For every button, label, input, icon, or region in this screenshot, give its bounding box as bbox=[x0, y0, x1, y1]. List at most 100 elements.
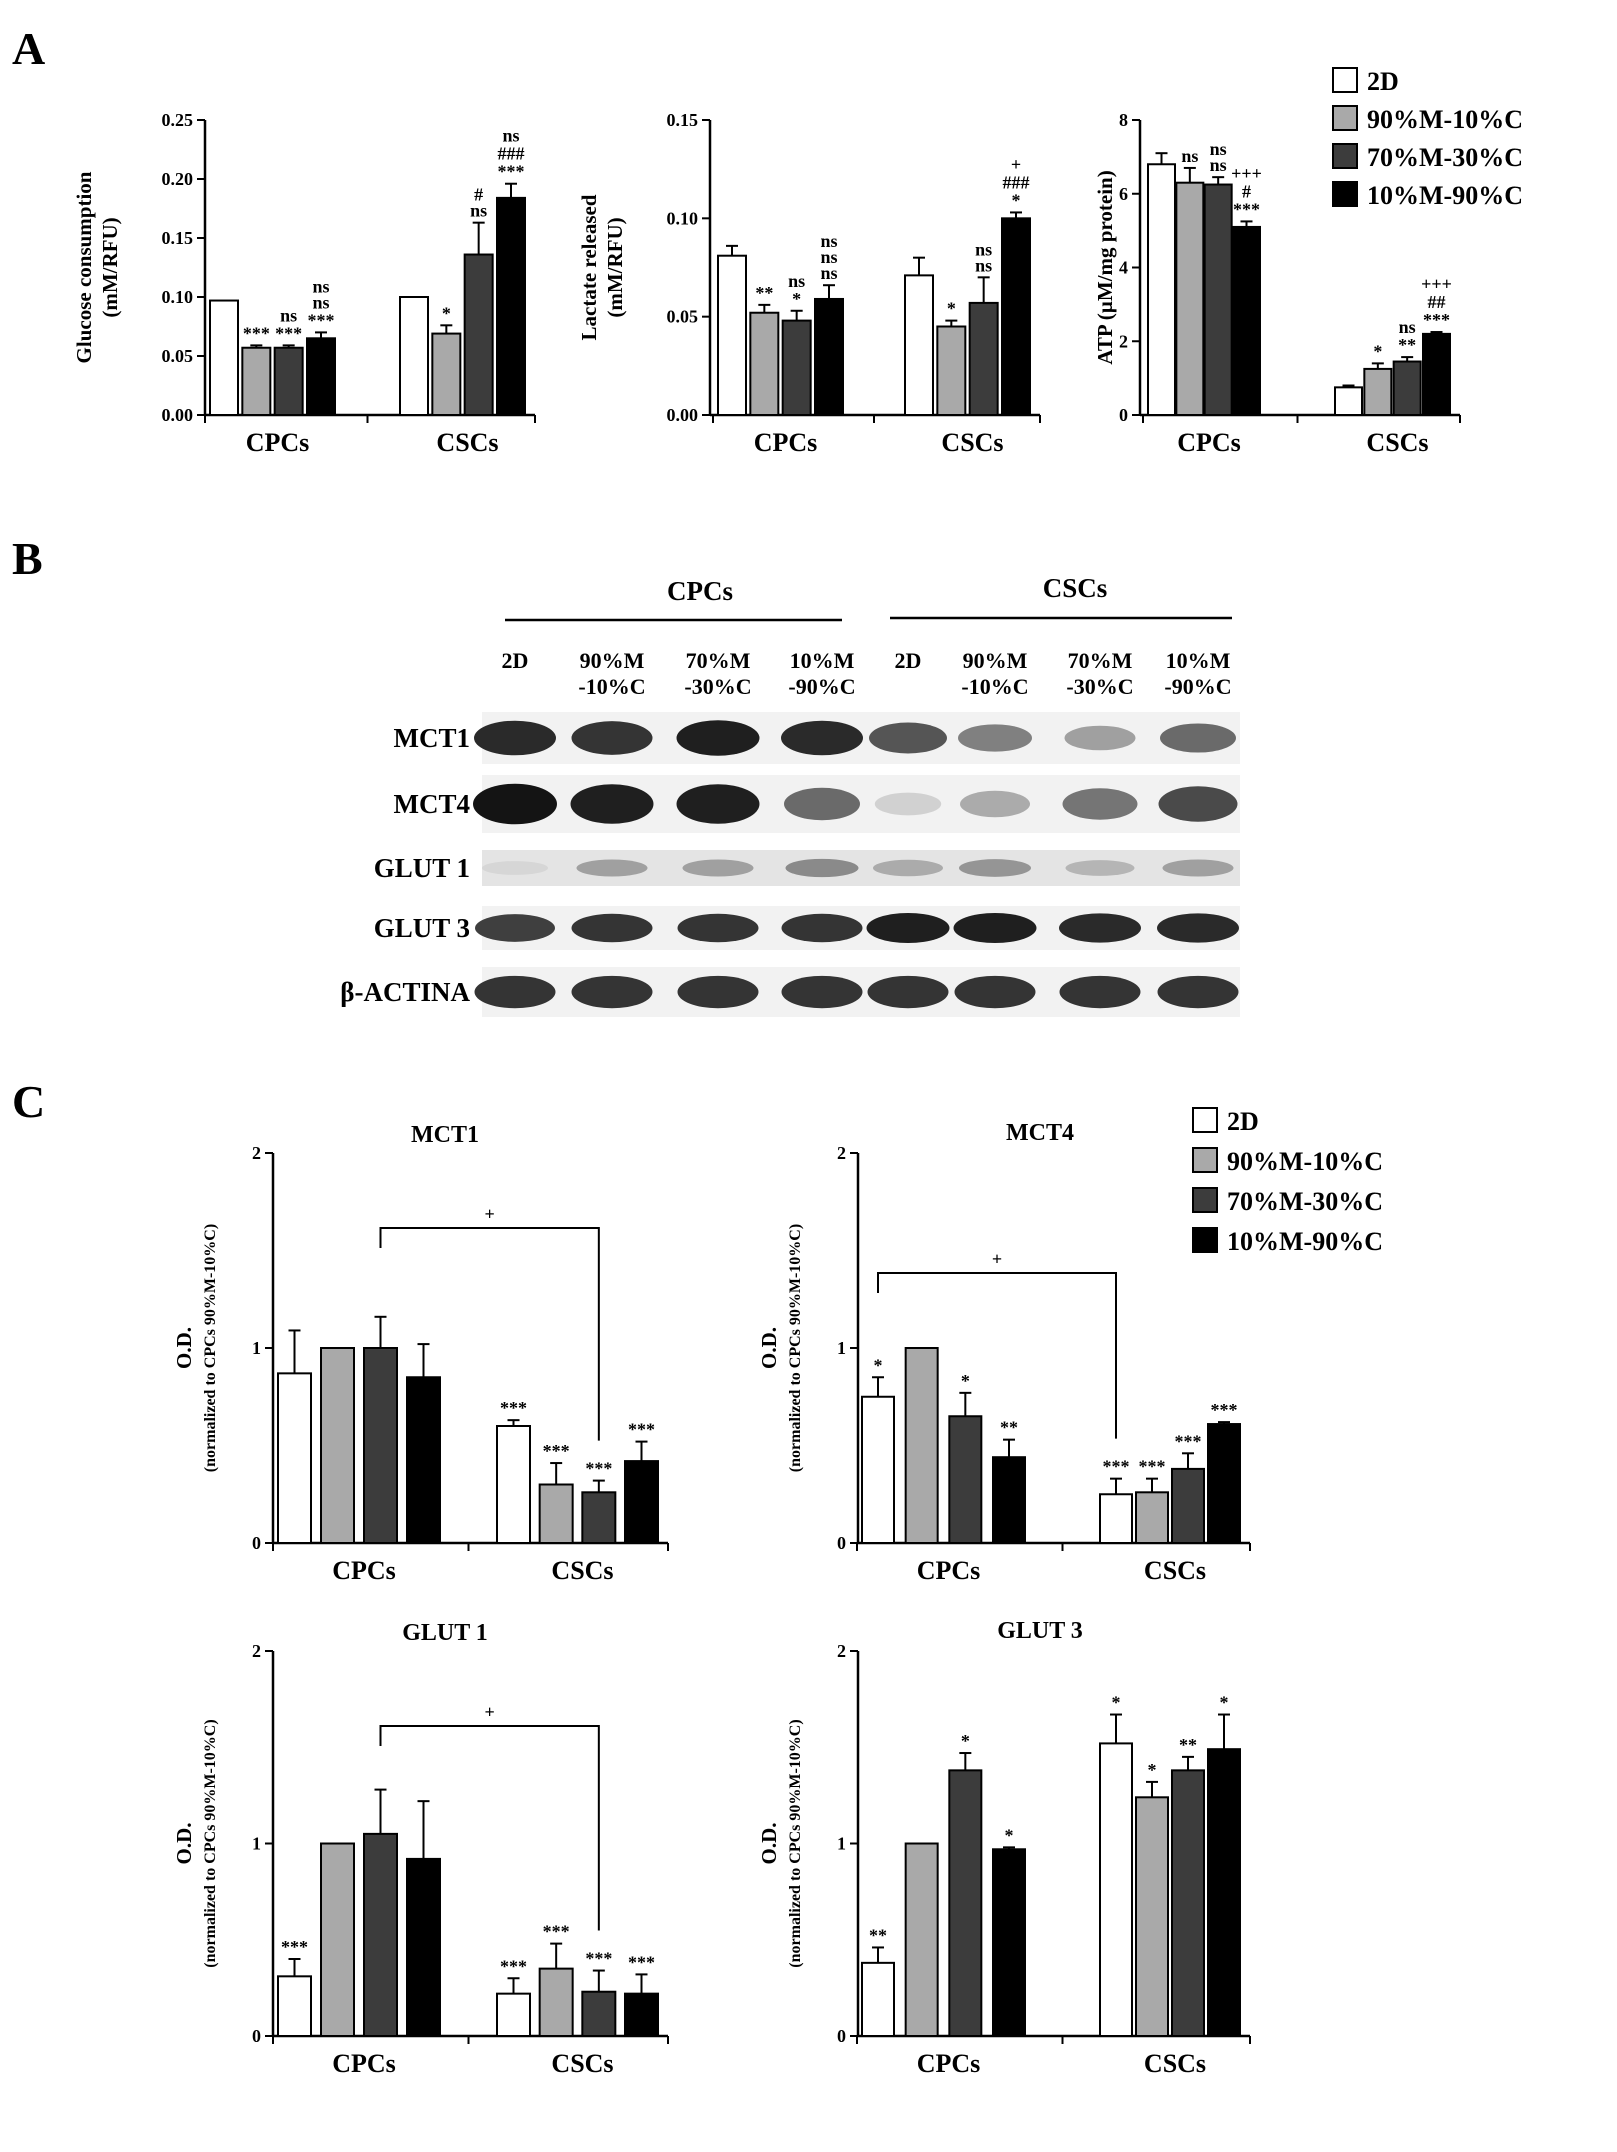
blot-band bbox=[676, 720, 760, 756]
significance-label: *** bbox=[1423, 310, 1450, 330]
legend-swatch bbox=[1332, 67, 1358, 93]
significance-label: *** bbox=[1103, 1457, 1130, 1477]
lane-label: -90%C bbox=[788, 674, 855, 699]
significance-label: * bbox=[1373, 341, 1382, 361]
panel-letter-c: C bbox=[12, 1076, 46, 1127]
bar bbox=[1135, 1491, 1169, 1545]
blot-row-label: GLUT 3 bbox=[374, 913, 470, 943]
x-category-label: CPCs bbox=[917, 2049, 981, 2078]
blot-band bbox=[954, 975, 1036, 1009]
blot-band bbox=[784, 787, 860, 821]
y-axis-label-line: (normalized to CPCs 90%M-10%C) bbox=[202, 1224, 219, 1472]
lane-label: 70%M bbox=[1068, 648, 1133, 673]
blot-band bbox=[1162, 859, 1234, 877]
significance-label: *** bbox=[585, 1949, 612, 1969]
legend-swatch bbox=[1332, 181, 1358, 207]
significance-label: ns bbox=[820, 231, 837, 251]
bar bbox=[749, 311, 780, 417]
y-tick-label: 0.10 bbox=[667, 208, 699, 228]
significance-label: ns bbox=[1399, 317, 1416, 337]
x-category-label: CSCs bbox=[436, 428, 498, 457]
y-tick-label: 0 bbox=[837, 1533, 846, 1553]
y-tick-label: 8 bbox=[1119, 110, 1128, 130]
y-axis-label: Glucose consumption (mM/RFU) bbox=[72, 171, 122, 363]
y-tick-label: 2 bbox=[837, 1143, 846, 1163]
bar bbox=[406, 1857, 441, 2038]
bar bbox=[624, 1460, 659, 1544]
blot-band bbox=[1160, 723, 1236, 753]
panel-letter-a: A bbox=[12, 23, 46, 74]
y-tick-label: 2 bbox=[1119, 331, 1128, 351]
bar bbox=[1135, 1796, 1169, 2038]
significance-label: *** bbox=[628, 1952, 655, 1972]
y-tick-label: 0.25 bbox=[162, 110, 194, 130]
legend-label: 70%M-30%C bbox=[1367, 143, 1523, 172]
bar bbox=[948, 1415, 983, 1544]
blot-band bbox=[1064, 725, 1136, 751]
significance-label: ns bbox=[1181, 146, 1198, 166]
chart-2: 0.00 0.05 0.10 0.15 Lactate released (mM/RFU)… bbox=[577, 110, 1041, 457]
y-axis-label-line: Lactate released bbox=[577, 194, 601, 340]
significance-label: *** bbox=[500, 1398, 527, 1418]
y-axis-label-line: O.D. bbox=[757, 1327, 781, 1369]
significance-label: ns bbox=[502, 126, 519, 146]
y-axis-label-line: O.D. bbox=[172, 1823, 196, 1865]
y-axis-label: Lactate released (mM/RFU) bbox=[577, 194, 627, 340]
lane-label: 90%M bbox=[580, 648, 645, 673]
bar bbox=[1171, 1769, 1205, 2037]
significance-label: ** bbox=[869, 1925, 887, 1945]
significance-label: ns bbox=[788, 271, 805, 291]
significance-label: * bbox=[792, 289, 801, 309]
blot-band bbox=[570, 784, 654, 824]
bar bbox=[968, 301, 999, 416]
y-tick-label: 4 bbox=[1119, 258, 1128, 278]
x-category-label: CPCs bbox=[1177, 428, 1241, 457]
blot-band bbox=[1059, 975, 1141, 1009]
y-tick-label: 0.10 bbox=[162, 287, 194, 307]
lane-label: 10%M bbox=[790, 648, 855, 673]
blot-row-label: GLUT 1 bbox=[374, 853, 470, 883]
bar bbox=[209, 299, 239, 417]
lane-label: 10%M bbox=[1166, 648, 1231, 673]
x-category-label: CPCs bbox=[332, 2049, 396, 2078]
bar bbox=[1099, 1493, 1133, 1544]
bar bbox=[273, 346, 304, 416]
bar bbox=[814, 297, 844, 417]
y-axis-label-line: O.D. bbox=[757, 1823, 781, 1865]
blot-band bbox=[781, 913, 863, 943]
bar bbox=[992, 1848, 1026, 2038]
bar bbox=[431, 332, 462, 416]
significance-label: * bbox=[1220, 1693, 1229, 1713]
blot-band bbox=[869, 722, 947, 754]
y-tick-label: 0 bbox=[252, 2026, 261, 2046]
legend-swatch bbox=[1192, 1107, 1218, 1133]
blot-band bbox=[781, 975, 863, 1009]
bar bbox=[861, 1395, 895, 1544]
blot-band bbox=[866, 912, 950, 944]
blot-band bbox=[571, 721, 653, 755]
x-category-label: CSCs bbox=[1144, 2049, 1206, 2078]
bar bbox=[363, 1347, 398, 1544]
significance-label: ns bbox=[1210, 155, 1227, 175]
significance-label: * bbox=[874, 1355, 883, 1375]
y-tick-label: 1 bbox=[252, 1338, 261, 1358]
legend-swatch bbox=[1192, 1187, 1218, 1213]
significance-label: *** bbox=[628, 1420, 655, 1440]
panel-letter-b: B bbox=[12, 533, 43, 584]
blot-band bbox=[781, 720, 863, 756]
y-tick-label: 0.15 bbox=[667, 110, 699, 130]
bar bbox=[538, 1483, 574, 1544]
y-axis-label-line: O.D. bbox=[172, 1327, 196, 1369]
significance-label: # bbox=[474, 185, 483, 205]
blot-row-label: β-ACTINA bbox=[340, 977, 470, 1007]
blot-band bbox=[1157, 975, 1239, 1009]
lane-label: -10%C bbox=[961, 674, 1028, 699]
bar bbox=[399, 296, 429, 416]
bar bbox=[320, 1842, 355, 2037]
bar bbox=[406, 1376, 441, 1544]
blot-row-label: MCT4 bbox=[394, 789, 471, 819]
bar bbox=[861, 1961, 895, 2037]
blot-band bbox=[474, 720, 556, 756]
significance-label: ** bbox=[755, 283, 773, 303]
